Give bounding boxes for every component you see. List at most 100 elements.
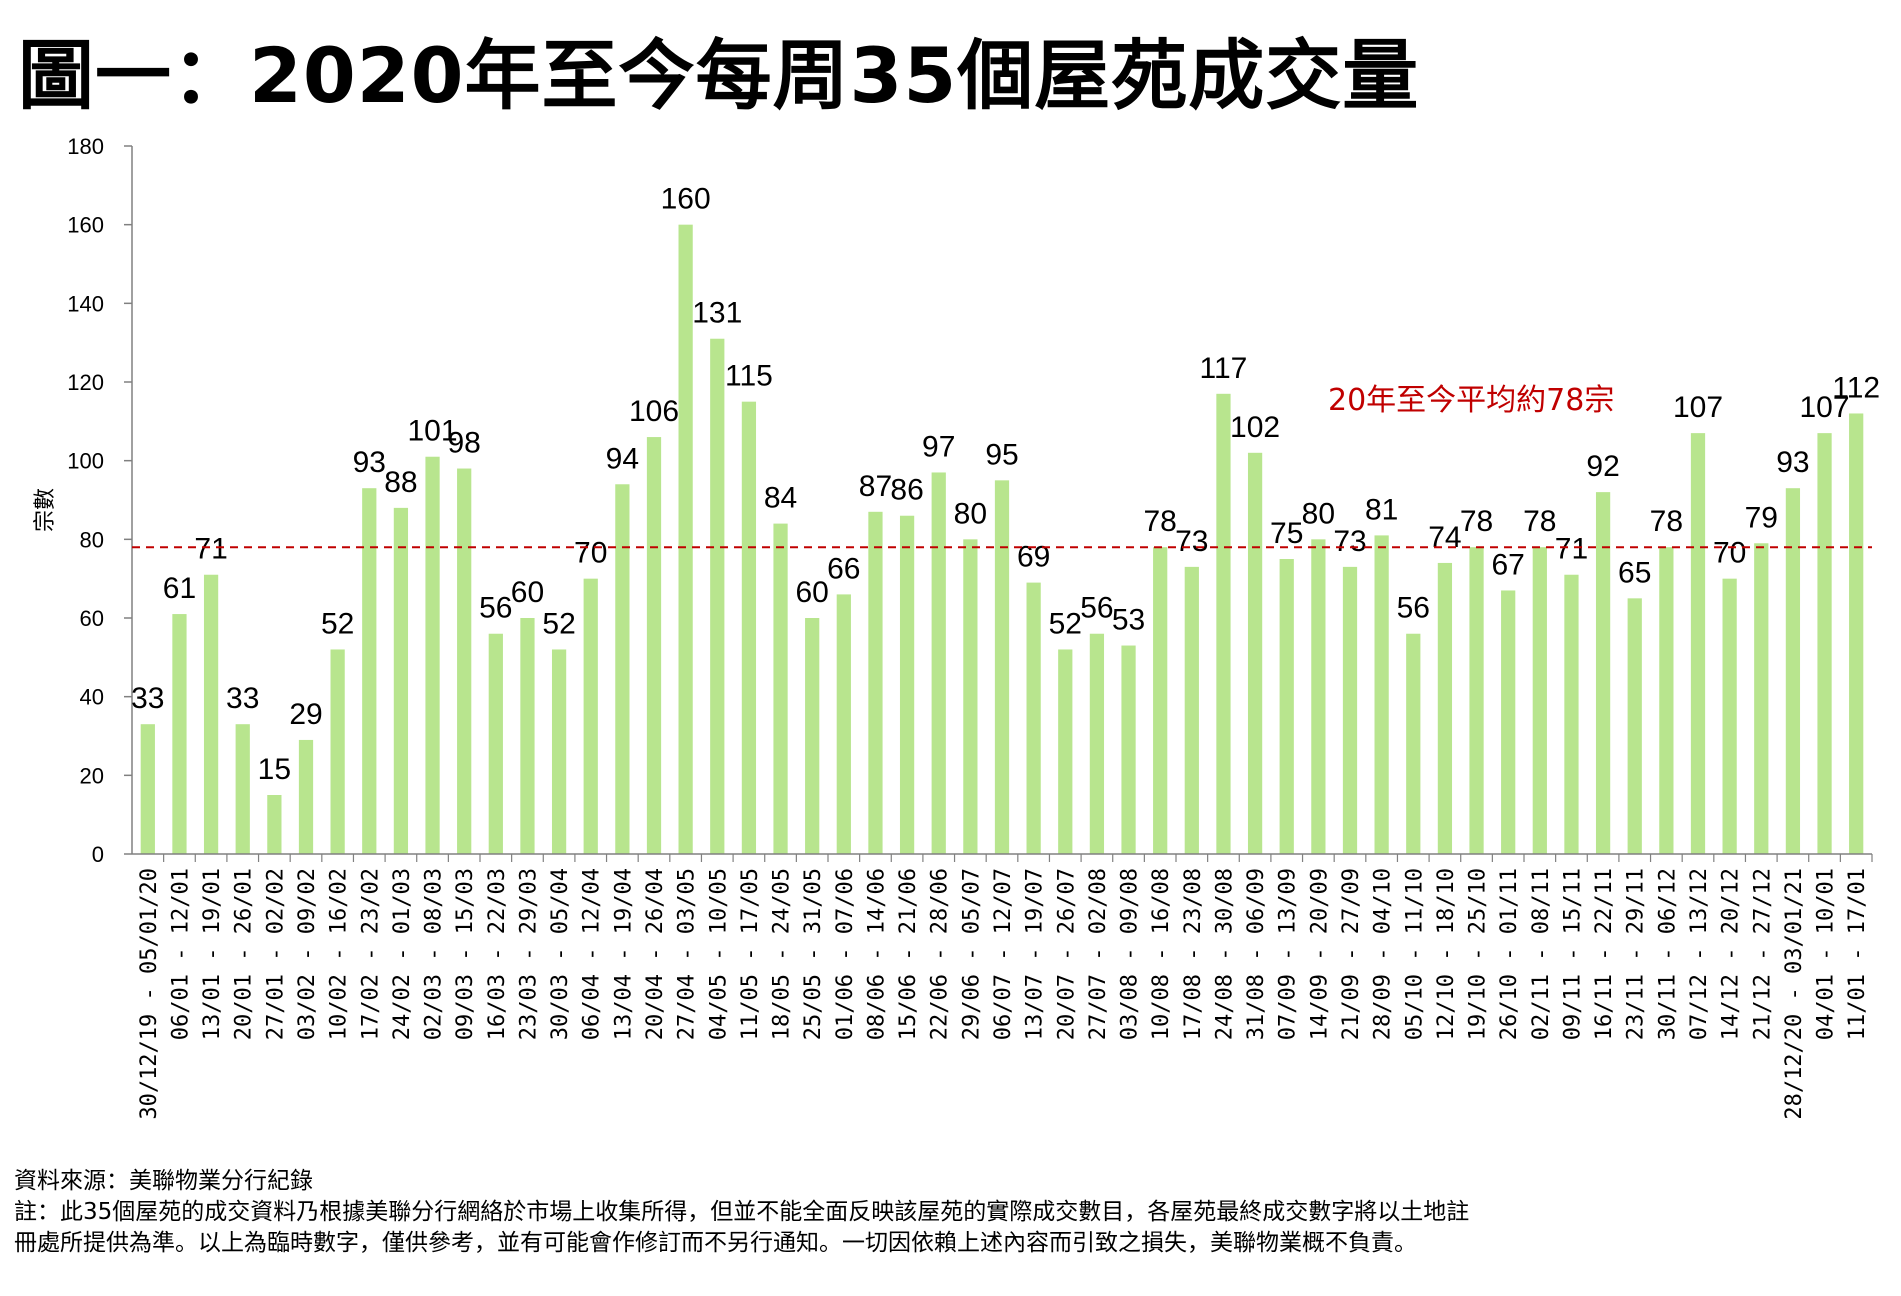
bar (520, 618, 535, 854)
data-label: 131 (692, 297, 742, 330)
bar (1722, 578, 1737, 854)
data-label: 73 (1175, 525, 1208, 558)
data-label: 80 (954, 497, 987, 530)
bar (678, 224, 693, 854)
x-tick-label: 27/07 - 02/08 (1086, 868, 1111, 1040)
x-tick-label: 25/05 - 31/05 (801, 868, 826, 1040)
x-tick-label: 09/11 - 15/11 (1560, 868, 1585, 1040)
x-tick-label: 24/02 - 01/03 (390, 868, 415, 1040)
x-tick-label: 09/03 - 15/03 (453, 868, 478, 1040)
data-label: 73 (1333, 525, 1366, 558)
x-tick-label: 18/05 - 24/05 (770, 868, 795, 1040)
x-tick-label: 14/12 - 20/12 (1719, 868, 1744, 1040)
data-label: 78 (1650, 505, 1683, 538)
x-tick-label: 21/12 - 27/12 (1750, 868, 1775, 1040)
data-label: 33 (226, 682, 259, 715)
x-tick-label: 01/06 - 07/06 (833, 868, 858, 1040)
x-tick-label: 13/01 - 19/01 (200, 868, 225, 1040)
y-tick-label: 80 (80, 527, 104, 552)
x-axis: 30/12/19 - 05/01/20 06/01 - 12/01 13/01 - … (132, 853, 1873, 1120)
x-tick-label: 05/10 - 11/10 (1402, 868, 1427, 1040)
x-tick-label: 28/09 - 04/10 (1371, 868, 1396, 1040)
bar (1690, 433, 1706, 854)
data-label: 84 (764, 482, 797, 515)
bar (425, 456, 440, 854)
x-tick-label: 15/06 - 21/06 (896, 868, 921, 1040)
data-label: 70 (1713, 537, 1746, 570)
x-tick-label: 14/09 - 20/09 (1307, 868, 1332, 1040)
x-tick-label: 23/03 - 29/03 (516, 868, 541, 1040)
data-label: 97 (922, 430, 955, 463)
data-label: 29 (289, 698, 322, 731)
bar (1785, 488, 1801, 854)
x-tick-label: 21/09 - 27/09 (1339, 868, 1364, 1040)
data-label: 15 (258, 753, 291, 786)
y-tick-label: 40 (80, 685, 104, 710)
bar (235, 724, 250, 854)
x-tick-label: 19/10 - 25/10 (1466, 868, 1491, 1040)
data-label: 112 (1832, 371, 1880, 404)
x-tick-label: 11/05 - 17/05 (738, 868, 763, 1040)
y-tick-label: 60 (80, 606, 104, 631)
bar (1089, 633, 1105, 854)
x-tick-label: 03/08 - 09/08 (1118, 868, 1143, 1040)
data-label: 115 (725, 360, 773, 393)
bar (1247, 452, 1263, 854)
data-label: 107 (1800, 391, 1850, 424)
y-tick-label: 160 (67, 213, 104, 238)
bar (488, 633, 503, 854)
data-labels: 3361713315295293881019856605270941061601… (131, 183, 1880, 786)
bar (1817, 433, 1832, 854)
data-label: 56 (479, 592, 512, 625)
x-tick-label: 13/04 - 19/04 (611, 868, 636, 1040)
bar (805, 618, 820, 854)
bar (1754, 543, 1769, 854)
data-label: 69 (1017, 541, 1050, 574)
data-label: 79 (1745, 501, 1778, 534)
data-label: 52 (321, 607, 354, 640)
y-axis: 0 20 40 60 80 100 120 140 160 180 (67, 134, 133, 867)
y-tick-label: 120 (67, 370, 104, 395)
bar (1184, 566, 1199, 854)
source-note: 資料來源：美聯物業分行紀錄 (14, 1168, 313, 1194)
bar (994, 480, 1010, 854)
x-tick-label: 08/06 - 14/06 (864, 868, 889, 1040)
bar (1595, 492, 1611, 854)
x-tick-label: 20/04 - 26/04 (643, 868, 668, 1040)
bar (1564, 574, 1579, 854)
x-tick-label: 13/07 - 19/07 (1023, 868, 1048, 1040)
bars (140, 224, 1864, 854)
data-label: 117 (1200, 352, 1248, 385)
data-label: 78 (1523, 505, 1556, 538)
x-tick-label: 02/11 - 08/11 (1529, 868, 1554, 1040)
data-label: 61 (163, 572, 196, 605)
data-label: 78 (1143, 505, 1176, 538)
data-label: 160 (661, 183, 711, 216)
data-label: 93 (1776, 446, 1809, 479)
data-label: 101 (408, 415, 458, 448)
bar (1153, 547, 1168, 854)
bar (583, 578, 598, 854)
x-tick-label: 31/08 - 06/09 (1244, 868, 1269, 1040)
x-tick-label: 29/06 - 05/07 (959, 868, 984, 1040)
x-tick-label: 20/07 - 26/07 (1054, 868, 1079, 1040)
data-label: 53 (1112, 604, 1145, 637)
bar (836, 594, 851, 854)
bar (931, 472, 946, 854)
bar (1469, 547, 1484, 854)
bar (1216, 393, 1231, 854)
data-label: 60 (511, 576, 544, 609)
chart-title: 圖一：2020年至今每周35個屋苑成交量 (18, 31, 1420, 120)
bar (298, 739, 314, 854)
x-tick-label: 10/08 - 16/08 (1149, 868, 1174, 1040)
bar (1279, 559, 1294, 854)
y-tick-label: 100 (67, 449, 104, 474)
y-tick-label: 0 (92, 842, 104, 867)
disclaimer-line-2: 冊處所提供為準。以上為臨時數字，僅供參考，並有可能會作修訂而不另行通知。一切因依… (14, 1230, 1417, 1256)
x-tick-label: 07/09 - 13/09 (1276, 868, 1301, 1040)
y-tick-label: 140 (67, 291, 104, 316)
bar (267, 795, 282, 854)
bar (1406, 633, 1421, 854)
data-label: 95 (985, 438, 1018, 471)
x-tick-label: 30/03 - 05/04 (548, 868, 573, 1040)
